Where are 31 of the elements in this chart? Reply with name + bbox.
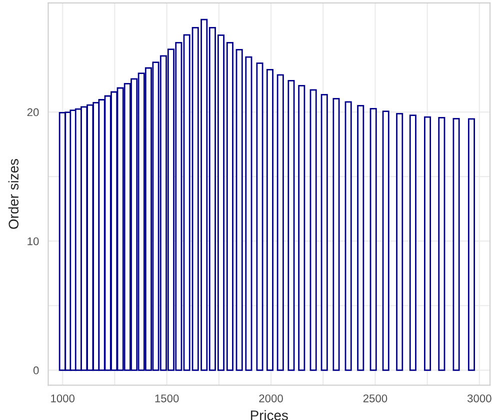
x-tick-label: 3000 [467, 394, 492, 402]
x-tick-label: 1500 [155, 394, 179, 402]
bar [424, 116, 432, 371]
y-tick-label: 10 [28, 237, 39, 246]
bar [357, 104, 364, 371]
bar [310, 89, 317, 371]
bar [298, 84, 306, 371]
bar [409, 114, 416, 371]
bar [382, 110, 390, 371]
bar [438, 116, 446, 371]
bar [344, 101, 352, 371]
bar [320, 94, 328, 371]
bar [288, 80, 295, 371]
y-tick-label: 0 [33, 366, 39, 374]
bar [452, 118, 460, 371]
bar [266, 68, 274, 371]
bar [236, 48, 243, 371]
y-tick-label: 20 [27, 108, 39, 116]
bar [226, 42, 234, 371]
bar [256, 62, 264, 371]
bar [332, 98, 340, 371]
bar [370, 108, 377, 371]
x-axis-title: Prices [250, 410, 288, 420]
y-axis-title: Order sizes [8, 159, 19, 229]
bar [245, 56, 252, 371]
x-tick-label: 2000 [259, 394, 283, 402]
bar [468, 118, 475, 371]
bar [396, 112, 404, 371]
bar [276, 74, 284, 371]
x-tick-label: 1000 [51, 394, 75, 402]
x-tick-label: 2500 [363, 394, 388, 402]
